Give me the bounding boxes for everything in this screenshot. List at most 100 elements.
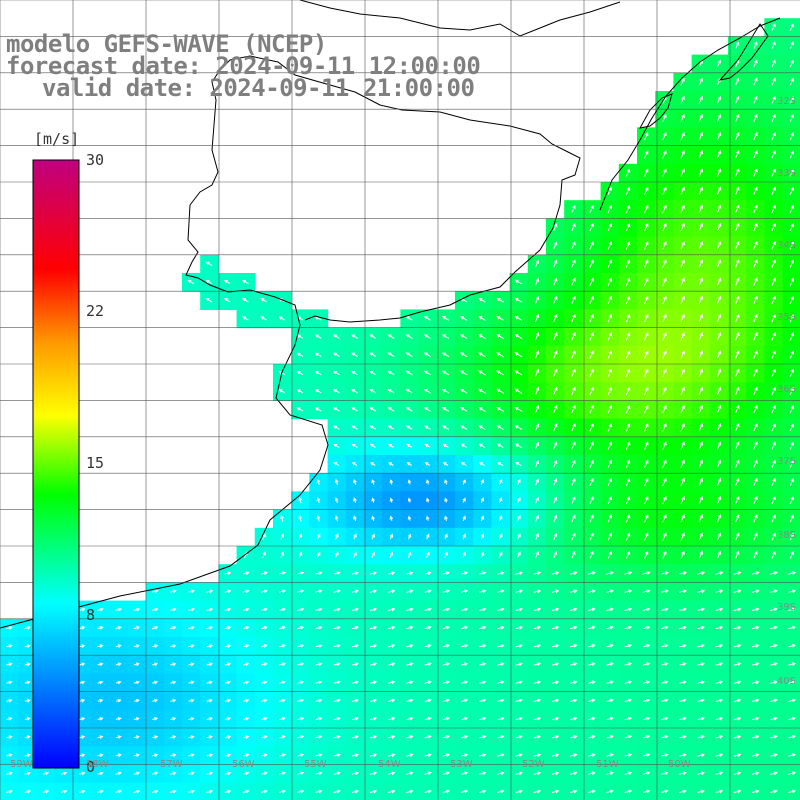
wind-arrow (644, 368, 649, 377)
wind-arrow (388, 771, 396, 776)
wind-arrow (533, 680, 542, 685)
wind-arrow (680, 313, 685, 323)
wind-arrow (662, 514, 667, 523)
wind-arrow (534, 423, 540, 432)
wind-arrow (660, 735, 669, 739)
colorbar-tick-8: 8 (86, 606, 96, 624)
wind-arrow (369, 680, 378, 685)
wind-arrow (753, 41, 758, 49)
wind-arrow (698, 186, 704, 195)
colorbar-tick-0: 0 (86, 758, 96, 776)
wind-arrow (660, 789, 669, 794)
wind-arrow (789, 241, 795, 250)
wind-arrow (715, 625, 724, 630)
wind-arrow (188, 771, 195, 776)
wind-arrow (698, 550, 703, 559)
wind-arrow (460, 589, 469, 594)
wind-arrow (351, 571, 359, 575)
wind-arrow (569, 789, 578, 794)
wind-arrow (297, 589, 305, 594)
wind-arrow (753, 386, 758, 396)
wind-arrow (206, 589, 214, 594)
wind-arrow (679, 607, 687, 612)
wind-arrow (6, 735, 13, 739)
wind-arrow (662, 186, 667, 195)
wind-arrow (571, 223, 576, 232)
wind-arrow (770, 753, 778, 757)
wind-arrow (479, 571, 487, 575)
wind-arrow (516, 551, 521, 559)
wind-arrow (24, 753, 31, 758)
wind-arrow (553, 350, 558, 359)
wind-arrow (716, 150, 722, 159)
wind-arrow (753, 368, 758, 377)
wind-arrow (387, 352, 395, 358)
wind-arrow (678, 589, 687, 594)
wind-arrow (534, 259, 540, 268)
wind-arrow (406, 698, 414, 703)
wind-arrow (388, 789, 396, 794)
wind-arrow (660, 716, 669, 721)
wind-arrow (624, 771, 633, 776)
wind-arrow (478, 425, 486, 430)
wind-arrow (624, 698, 633, 703)
wind-arrow (351, 462, 358, 466)
wind-arrow (534, 350, 540, 359)
wind-arrow (405, 370, 413, 376)
wind-arrow (441, 352, 450, 358)
wind-arrow (388, 716, 396, 721)
wind-arrow (442, 443, 449, 448)
wind-arrow (460, 662, 469, 666)
wind-arrow (698, 386, 704, 396)
wind-arrow (388, 680, 396, 685)
wind-arrow (315, 716, 323, 721)
wind-arrow (407, 515, 412, 521)
wind-arrow (534, 277, 540, 286)
wind-arrow (733, 662, 742, 666)
wind-arrow (497, 625, 505, 630)
wind-arrow (496, 407, 504, 412)
wind-arrow (789, 514, 794, 523)
wind-arrow (589, 295, 594, 305)
wind-arrow (169, 789, 177, 794)
wind-arrow (553, 313, 558, 323)
wind-arrow (553, 259, 558, 268)
wind-arrow (607, 332, 613, 341)
wind-arrow (589, 496, 594, 505)
wind-arrow (644, 222, 649, 232)
wind-arrow (698, 132, 703, 141)
wind-arrow (698, 113, 703, 122)
wind-arrow (625, 532, 631, 541)
wind-arrow (369, 352, 377, 358)
wind-arrow (642, 789, 651, 794)
lon-label: 52W (522, 759, 545, 770)
wind-arrow (442, 771, 451, 776)
wind-arrow (716, 295, 722, 305)
wind-arrow (515, 607, 523, 612)
wind-arrow (497, 789, 505, 794)
wind-arrow (569, 771, 578, 776)
wind-arrow (371, 533, 375, 540)
wind-arrow (770, 662, 778, 666)
wind-arrow (680, 332, 685, 341)
wind-arrow (679, 680, 687, 685)
wind-arrow (297, 625, 305, 630)
wind-arrow (698, 368, 704, 377)
wind-arrow (152, 644, 159, 648)
wind-arrow (260, 644, 268, 648)
wind-arrow (733, 625, 742, 630)
wind-arrow (79, 644, 86, 648)
wind-arrow (625, 241, 631, 250)
wind-arrow (753, 459, 758, 468)
wind-arrow (551, 753, 560, 757)
wind-arrow (771, 423, 776, 432)
wind-arrow (716, 241, 722, 250)
wind-arrow (753, 222, 758, 232)
lon-label: 56W (232, 759, 255, 770)
wind-arrow (753, 295, 758, 305)
wind-arrow (533, 735, 542, 739)
wind-arrow (424, 789, 432, 794)
wind-arrow (606, 625, 614, 630)
wind-arrow (716, 59, 722, 68)
colorbar-tick-30: 30 (86, 151, 105, 169)
